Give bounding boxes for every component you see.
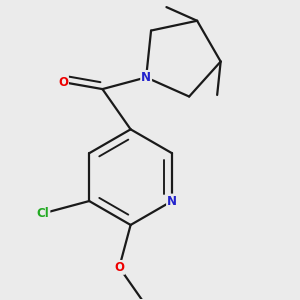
Text: Cl: Cl [37, 207, 50, 220]
Text: N: N [141, 71, 151, 84]
Text: O: O [114, 261, 124, 274]
Text: N: N [167, 194, 177, 208]
Text: O: O [58, 76, 68, 88]
